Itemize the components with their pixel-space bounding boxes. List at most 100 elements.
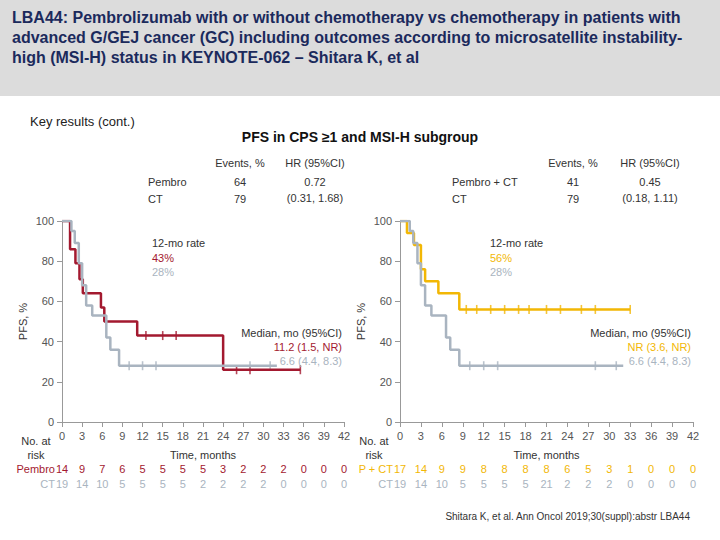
svg-text:40: 40: [42, 336, 54, 348]
svg-text:Median, mo (95%CI): Median, mo (95%CI): [590, 327, 691, 339]
svg-text:79: 79: [567, 193, 579, 205]
svg-text:40: 40: [380, 336, 392, 348]
svg-text:0: 0: [301, 478, 307, 490]
svg-text:3: 3: [606, 463, 612, 475]
svg-text:5: 5: [585, 463, 591, 475]
svg-text:0: 0: [397, 430, 403, 442]
svg-text:14: 14: [415, 463, 427, 475]
svg-text:2: 2: [260, 463, 266, 475]
svg-text:36: 36: [298, 430, 310, 442]
svg-text:5: 5: [140, 478, 146, 490]
svg-text:8: 8: [481, 463, 487, 475]
svg-text:2: 2: [220, 478, 226, 490]
svg-text:0: 0: [59, 430, 65, 442]
svg-text:0: 0: [281, 478, 287, 490]
svg-text:Time, months: Time, months: [170, 449, 237, 461]
svg-text:0: 0: [301, 463, 307, 475]
svg-text:60: 60: [380, 295, 392, 307]
svg-text:5: 5: [160, 463, 166, 475]
svg-text:30: 30: [603, 430, 615, 442]
svg-text:15: 15: [499, 430, 511, 442]
svg-text:10: 10: [96, 478, 108, 490]
svg-text:12: 12: [478, 430, 490, 442]
svg-text:43%: 43%: [152, 252, 174, 264]
svg-text:14: 14: [56, 463, 68, 475]
svg-text:No. at: No. at: [21, 435, 50, 447]
svg-text:21: 21: [197, 430, 209, 442]
svg-text:Events, %: Events, %: [215, 157, 265, 169]
svg-text:3: 3: [79, 430, 85, 442]
svg-text:5: 5: [523, 478, 529, 490]
svg-text:risk: risk: [365, 449, 383, 461]
svg-text:19: 19: [394, 478, 406, 490]
svg-text:24: 24: [217, 430, 229, 442]
svg-text:80: 80: [380, 255, 392, 267]
svg-text:2: 2: [606, 478, 612, 490]
svg-text:3: 3: [418, 430, 424, 442]
svg-text:6: 6: [564, 463, 570, 475]
svg-text:39: 39: [318, 430, 330, 442]
svg-text:0: 0: [321, 463, 327, 475]
svg-text:risk: risk: [27, 449, 45, 461]
svg-text:8: 8: [502, 463, 508, 475]
svg-text:100: 100: [36, 215, 54, 227]
svg-text:6.6 (4.4, 8.3): 6.6 (4.4, 8.3): [629, 355, 691, 367]
svg-text:2: 2: [240, 463, 246, 475]
svg-text:CT: CT: [452, 193, 467, 205]
svg-text:Events, %: Events, %: [548, 157, 598, 169]
svg-text:0: 0: [386, 416, 392, 428]
svg-text:2: 2: [564, 478, 570, 490]
svg-text:9: 9: [79, 463, 85, 475]
svg-text:0: 0: [341, 478, 347, 490]
svg-text:9: 9: [460, 463, 466, 475]
svg-text:5: 5: [119, 478, 125, 490]
svg-text:6: 6: [439, 430, 445, 442]
svg-text:64: 64: [234, 176, 246, 188]
svg-text:CT: CT: [378, 478, 393, 490]
svg-text:No. at: No. at: [359, 435, 388, 447]
svg-text:9: 9: [119, 430, 125, 442]
svg-text:P + CT: P + CT: [359, 463, 394, 475]
svg-text:0: 0: [669, 463, 675, 475]
svg-text:18: 18: [519, 430, 531, 442]
svg-text:14: 14: [76, 478, 88, 490]
svg-text:19: 19: [56, 478, 68, 490]
svg-text:Pembro + CT: Pembro + CT: [452, 176, 518, 188]
svg-text:0: 0: [321, 478, 327, 490]
svg-text:NR (3.6, NR): NR (3.6, NR): [627, 341, 691, 353]
svg-text:CT: CT: [148, 193, 163, 205]
svg-text:0: 0: [48, 416, 54, 428]
svg-text:2: 2: [240, 478, 246, 490]
svg-text:79: 79: [234, 193, 246, 205]
svg-text:21: 21: [540, 478, 552, 490]
svg-text:CT: CT: [40, 478, 55, 490]
svg-text:(0.18, 1.11): (0.18, 1.11): [622, 192, 677, 204]
svg-text:12-mo rate: 12-mo rate: [152, 237, 205, 249]
svg-text:5: 5: [481, 478, 487, 490]
svg-text:80: 80: [42, 255, 54, 267]
svg-text:28%: 28%: [152, 266, 174, 278]
svg-text:11.2 (1.5, NR): 11.2 (1.5, NR): [274, 341, 342, 353]
svg-text:18: 18: [177, 430, 189, 442]
svg-text:HR (95%CI): HR (95%CI): [620, 157, 679, 169]
svg-text:1: 1: [627, 463, 633, 475]
svg-text:0: 0: [690, 463, 696, 475]
svg-text:12: 12: [136, 430, 148, 442]
svg-text:42: 42: [338, 430, 350, 442]
svg-text:20: 20: [380, 376, 392, 388]
svg-text:30: 30: [257, 430, 269, 442]
svg-text:0: 0: [690, 478, 696, 490]
svg-text:0: 0: [648, 478, 654, 490]
svg-text:5: 5: [180, 478, 186, 490]
svg-text:0.72: 0.72: [304, 176, 325, 188]
svg-text:12-mo rate: 12-mo rate: [490, 237, 543, 249]
svg-text:2: 2: [200, 478, 206, 490]
svg-text:5: 5: [200, 463, 206, 475]
svg-text:56%: 56%: [490, 252, 512, 264]
svg-text:15: 15: [157, 430, 169, 442]
svg-text:0: 0: [648, 463, 654, 475]
svg-text:36: 36: [645, 430, 657, 442]
svg-text:(0.31, 1.68): (0.31, 1.68): [287, 192, 343, 204]
svg-text:0.45: 0.45: [639, 176, 660, 188]
svg-text:2: 2: [585, 478, 591, 490]
